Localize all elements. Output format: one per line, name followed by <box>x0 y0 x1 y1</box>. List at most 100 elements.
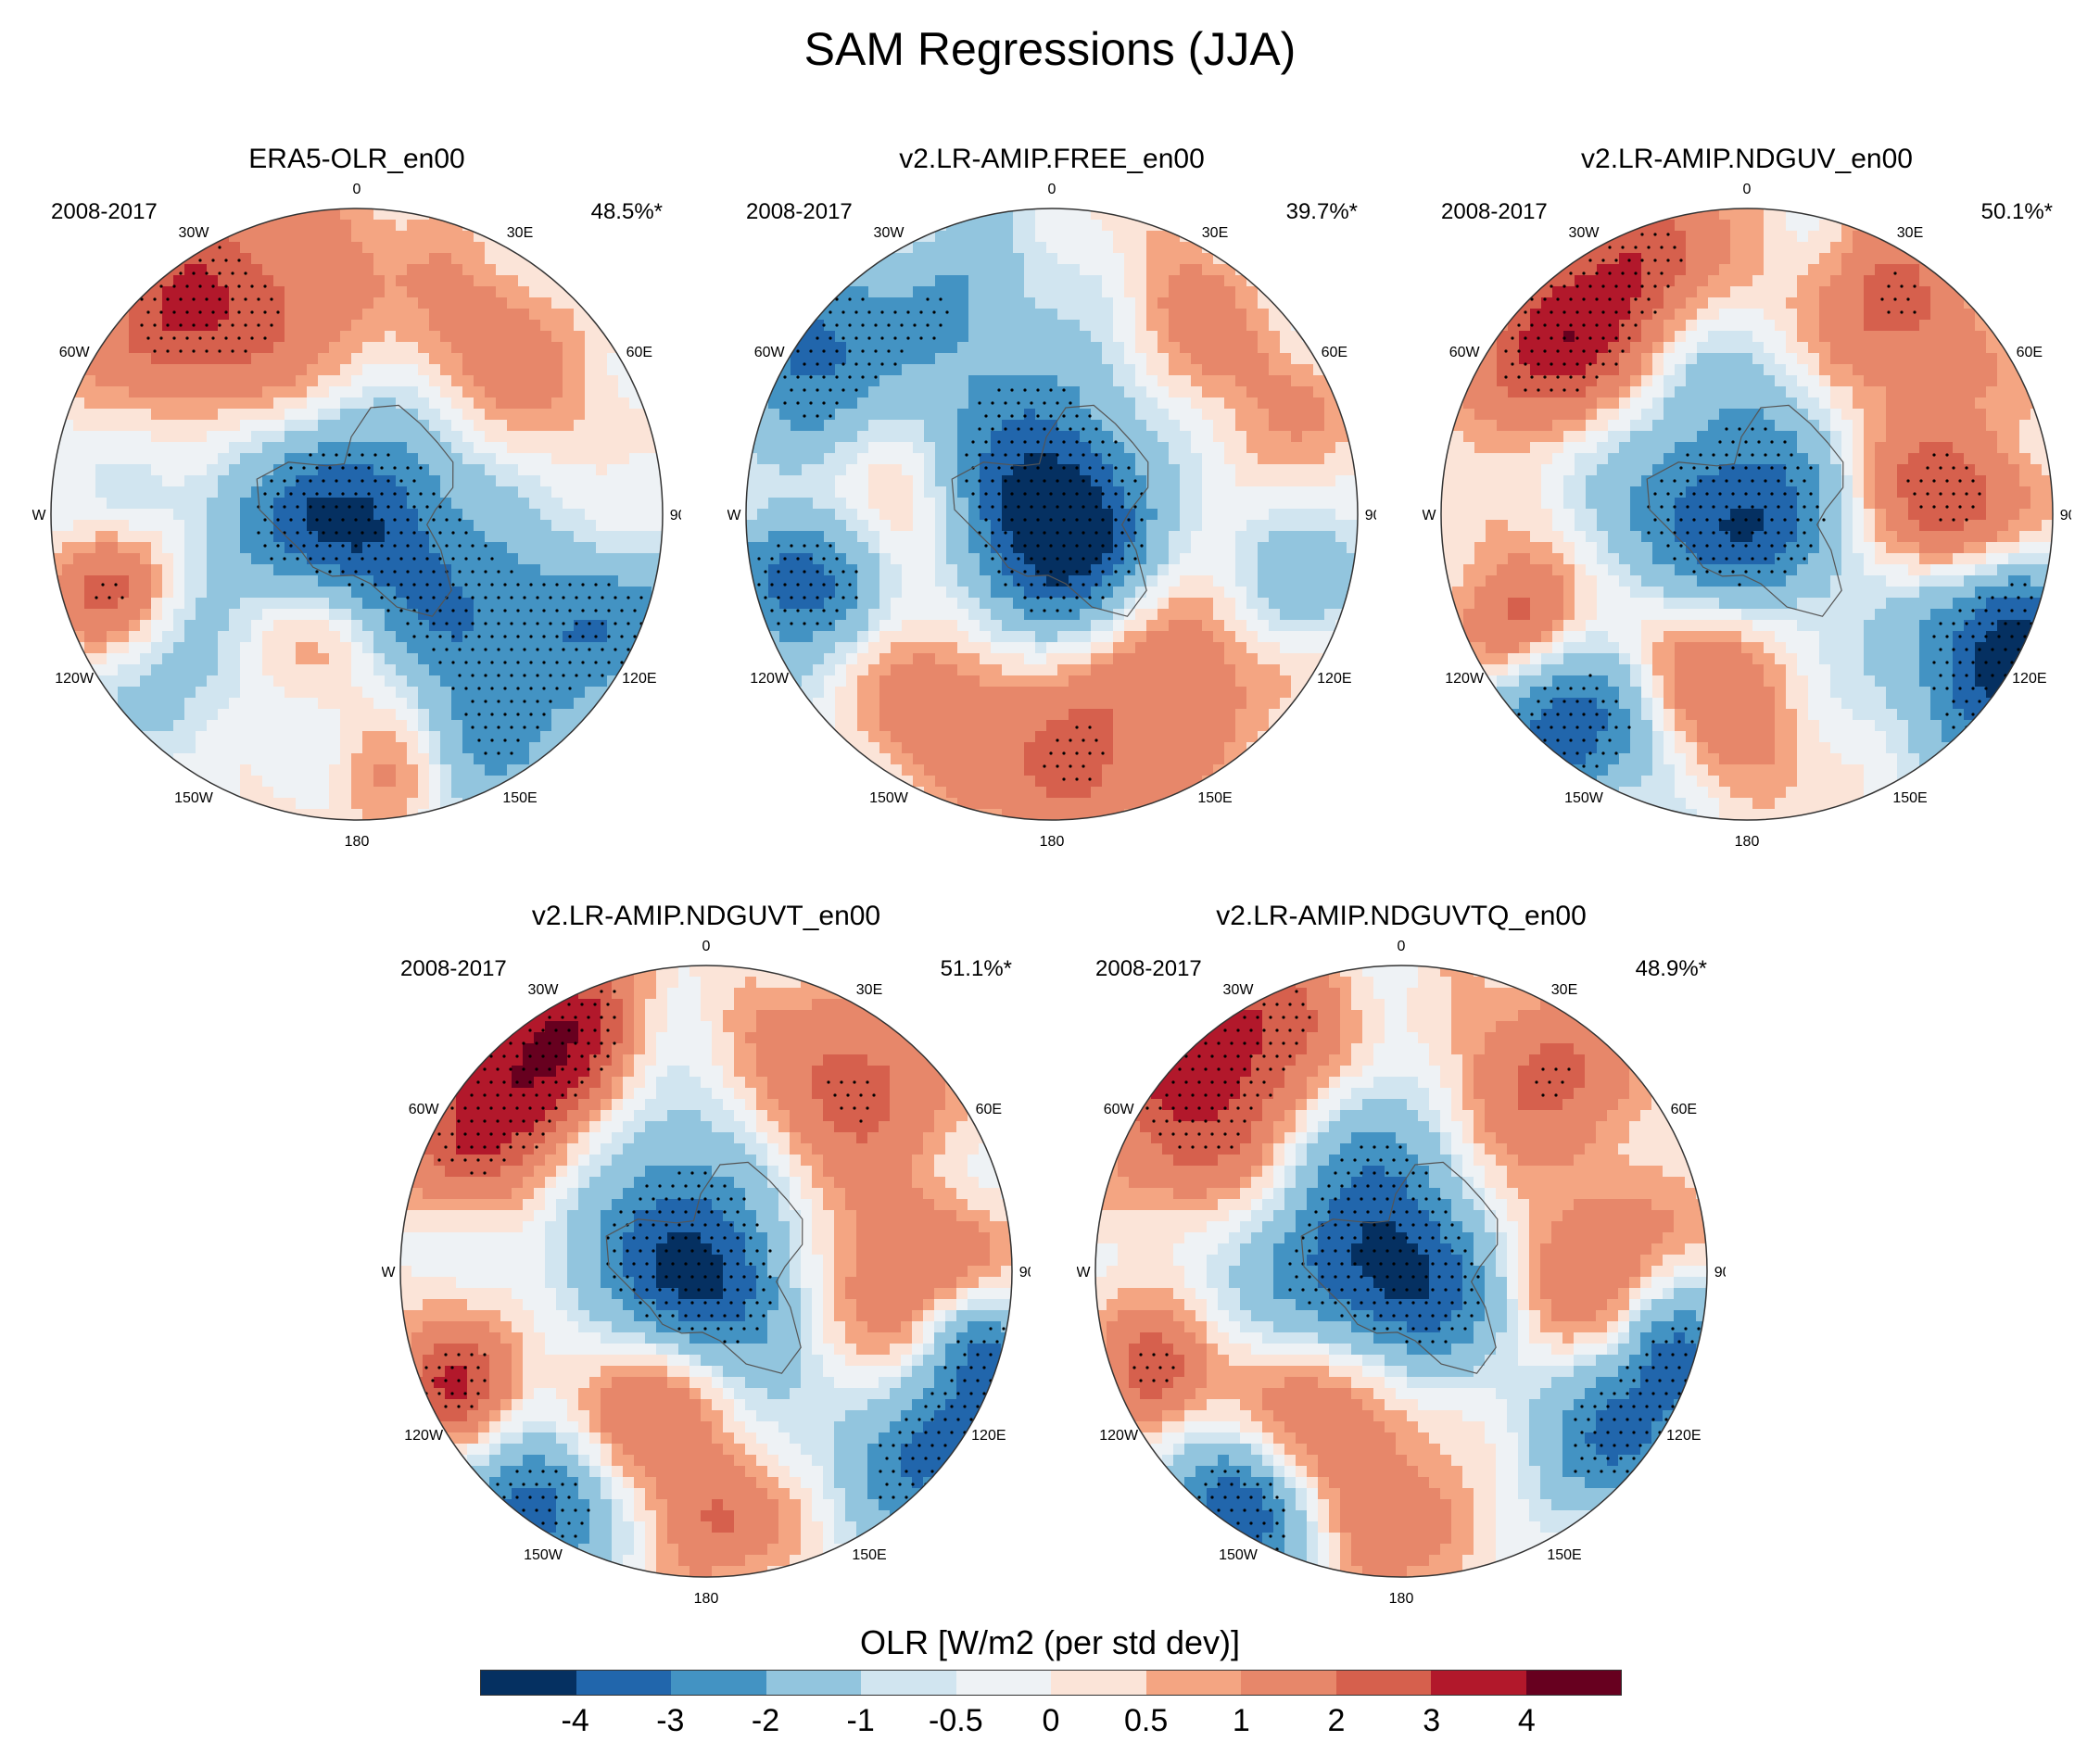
panel-title: v2.LR-AMIP.NDGUV_en00 <box>1581 144 1913 174</box>
longitude-label: 150E <box>1892 790 1927 806</box>
figure-title: SAM Regressions (JJA) <box>803 23 1297 75</box>
longitude-label: 150E <box>502 790 537 806</box>
longitude-label: 150E <box>1197 790 1232 806</box>
colorbar-tick-label: 2 <box>1327 1703 1346 1738</box>
longitude-label: 90W <box>32 508 46 524</box>
longitude-label: 120W <box>404 1428 444 1444</box>
longitude-label: 120W <box>750 671 790 687</box>
longitude-label: 90W <box>727 508 741 524</box>
longitude-label: 60E <box>2017 345 2043 360</box>
colorbar-segment <box>861 1671 956 1695</box>
longitude-label: 30W <box>874 225 905 241</box>
anomaly-field <box>1095 965 1707 1577</box>
colorbar-segment <box>1335 1671 1431 1695</box>
polar-map: 0 30E 60E 90E 120E 150E 180 150W 120W 90W 60W 30W <box>1077 939 1726 1607</box>
anomaly-field <box>1441 208 2053 820</box>
longitude-label: 120E <box>2012 671 2046 687</box>
longitude-label: 90E <box>1019 1265 1031 1281</box>
colorbar-tick-label: -2 <box>751 1703 780 1738</box>
colorbar-segment <box>1525 1671 1621 1695</box>
longitude-label: 120E <box>971 1428 1006 1444</box>
colorbar-segment <box>1241 1671 1336 1695</box>
anomaly-field <box>51 208 663 820</box>
longitude-label: 30W <box>1569 225 1600 241</box>
variance-percent: 48.9%* <box>1635 956 1707 981</box>
colorbar-tick-label: -0.5 <box>929 1703 983 1738</box>
period-label: 2008-2017 <box>746 199 853 224</box>
coastline <box>605 1161 803 1374</box>
polar-map: 0 30E 60E 90E 120E 150E 180 150W 120W 90W 60W 30W <box>727 182 1376 850</box>
longitude-label: 120E <box>622 671 656 687</box>
map-boundary <box>1440 208 2054 821</box>
map-boundary <box>50 208 664 821</box>
longitude-label: 180 <box>345 834 370 850</box>
longitude-label: 30W <box>1223 982 1255 998</box>
colorbar <box>480 1670 1622 1696</box>
map-panel: v2.LR-AMIP.FREE_en00 2008-2017 39.7%* 0 3… <box>727 144 1376 866</box>
polar-map: 0 30E 60E 90E 120E 150E 180 150W 120W 90W 60W 30W <box>32 182 681 850</box>
longitude-label: 0 <box>702 939 711 954</box>
longitude-label: 90E <box>1365 508 1376 524</box>
longitude-label: 30E <box>507 225 533 241</box>
longitude-label: 30E <box>856 982 882 998</box>
longitude-label: 60W <box>1104 1102 1135 1117</box>
period-label: 2008-2017 <box>400 956 507 981</box>
colorbar-tick-label: -3 <box>656 1703 685 1738</box>
colorbar-tick-label: -4 <box>561 1703 589 1738</box>
longitude-label: 150W <box>869 790 909 806</box>
longitude-label: 150E <box>1547 1547 1581 1563</box>
longitude-label: 180 <box>1040 834 1065 850</box>
longitude-label: 0 <box>353 182 361 197</box>
coastline <box>1646 404 1844 617</box>
coastline <box>256 404 454 617</box>
colorbar-segment <box>481 1671 576 1695</box>
polar-map: 0 30E 60E 90E 120E 150E 180 150W 120W 90W 60W 30W <box>1423 182 2071 850</box>
colorbar-tick-label: 3 <box>1423 1703 1441 1738</box>
colorbar-tick-label: 0.5 <box>1124 1703 1169 1738</box>
period-label: 2008-2017 <box>51 199 158 224</box>
colorbar-segment <box>765 1671 861 1695</box>
colorbar-segment <box>1145 1671 1241 1695</box>
colorbar-title: OLR [W/m2 (per std dev)] <box>859 1623 1241 1661</box>
longitude-label: 60W <box>59 345 91 360</box>
longitude-label: 120W <box>1445 671 1485 687</box>
variance-percent: 51.1%* <box>940 956 1012 981</box>
longitude-label: 150W <box>1219 1547 1259 1563</box>
longitude-label: 90W <box>1077 1265 1091 1281</box>
longitude-label: 60W <box>1449 345 1481 360</box>
longitude-label: 60E <box>976 1102 1002 1117</box>
colorbar-tick-label: -1 <box>846 1703 875 1738</box>
longitude-label: 90W <box>1423 508 1436 524</box>
longitude-label: 180 <box>1389 1591 1414 1607</box>
colorbar-tick-label: 1 <box>1232 1703 1250 1738</box>
panel-title: ERA5-OLR_en00 <box>248 144 465 174</box>
panel-title: v2.LR-AMIP.NDGUVTQ_en00 <box>1216 901 1587 931</box>
colorbar-segment <box>671 1671 766 1695</box>
coastline <box>1300 1161 1499 1374</box>
map-panel: v2.LR-AMIP.NDGUVTQ_en00 2008-2017 48.9%*… <box>1077 901 1726 1623</box>
longitude-label: 180 <box>694 1591 719 1607</box>
longitude-label: 120E <box>1317 671 1351 687</box>
longitude-label: 0 <box>1048 182 1056 197</box>
anomaly-field <box>746 208 1358 820</box>
longitude-label: 60E <box>626 345 652 360</box>
colorbar-tick-label: 4 <box>1517 1703 1536 1738</box>
map-boundary <box>399 965 1013 1578</box>
period-label: 2008-2017 <box>1441 199 1548 224</box>
longitude-label: 120W <box>1099 1428 1139 1444</box>
colorbar-segment <box>1051 1671 1146 1695</box>
period-label: 2008-2017 <box>1095 956 1202 981</box>
longitude-label: 0 <box>1398 939 1406 954</box>
longitude-label: 90E <box>670 508 681 524</box>
longitude-label: 30E <box>1897 225 1923 241</box>
longitude-label: 120E <box>1666 1428 1701 1444</box>
longitude-label: 150W <box>174 790 214 806</box>
map-panel: ERA5-OLR_en00 2008-2017 48.5%* 0 30E 60E 90… <box>32 144 681 866</box>
longitude-label: 150W <box>1564 790 1604 806</box>
longitude-label: 150W <box>524 1547 563 1563</box>
longitude-label: 30E <box>1551 982 1577 998</box>
longitude-label: 150E <box>852 1547 886 1563</box>
variance-percent: 50.1%* <box>1980 199 2053 224</box>
colorbar-segment <box>576 1671 671 1695</box>
longitude-label: 60W <box>754 345 786 360</box>
